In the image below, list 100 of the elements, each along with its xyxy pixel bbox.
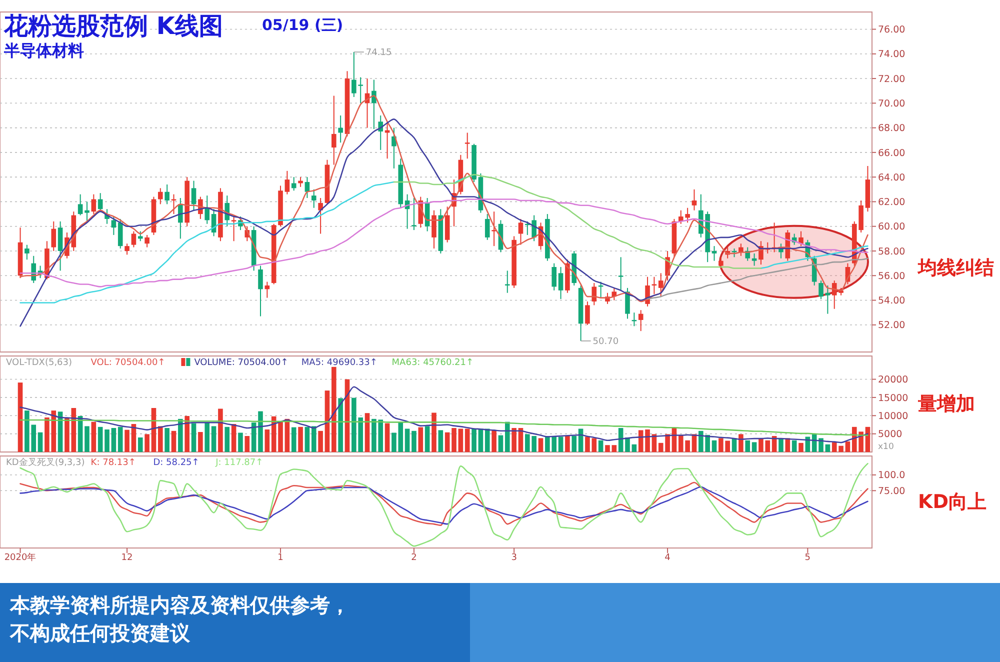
candlestick [752, 252, 757, 266]
x-tick-label: 2020年 [4, 552, 36, 563]
bar [605, 445, 610, 452]
legend-title: VOL-TDX(5,63) [6, 358, 72, 368]
candlestick [231, 216, 236, 242]
candlestick [164, 184, 170, 205]
bar [625, 437, 630, 452]
candlestick [712, 246, 717, 262]
x-tick-label: 12 [121, 553, 133, 563]
bar [224, 426, 230, 452]
bar [492, 430, 496, 452]
y-tick-label: 66.00 [878, 148, 906, 159]
candlestick [171, 194, 176, 215]
bar [118, 426, 123, 452]
bar [264, 429, 270, 452]
bar [404, 428, 410, 452]
bar [418, 427, 424, 452]
candlestick [818, 280, 824, 300]
y-tick-label: 54.00 [878, 296, 906, 307]
bar [251, 422, 256, 452]
candlestick [692, 188, 697, 211]
y-tick-label: 58.00 [878, 246, 906, 258]
candlestick [84, 201, 90, 222]
candlestick [432, 210, 436, 250]
candlestick [311, 188, 316, 208]
candlestick [638, 310, 644, 332]
bar [178, 418, 183, 452]
candlestick [412, 198, 416, 231]
candlestick [204, 195, 210, 224]
candlestick [618, 256, 624, 291]
bar [444, 432, 450, 452]
candlestick [51, 220, 56, 252]
text: 半导体材料 [3, 41, 84, 60]
y-tick-label: 56.00 [878, 270, 906, 282]
bar [158, 426, 163, 452]
y-tick-label: 75.00 [878, 486, 906, 497]
candlestick [392, 127, 396, 169]
bar [138, 437, 143, 452]
bar [464, 428, 470, 452]
y-tick-label: 70.00 [878, 98, 906, 110]
candlestick [78, 194, 83, 216]
annotation: 74.15 [366, 48, 392, 58]
chart-title: 花粉选股范例 K线图 [3, 12, 223, 40]
bar [98, 426, 103, 452]
bar [452, 428, 456, 452]
candlestick [504, 270, 510, 294]
bar [504, 422, 510, 452]
bar [745, 440, 750, 452]
bar [324, 390, 330, 452]
candlestick [652, 276, 657, 295]
bar [612, 445, 617, 452]
bar [171, 430, 176, 452]
annotation: VOL: 70504.00↑ [90, 358, 166, 368]
candlestick [585, 300, 590, 326]
candlestick [718, 256, 724, 269]
bar [825, 444, 830, 452]
candlestick [318, 198, 323, 234]
bar [111, 428, 116, 452]
bar [191, 423, 196, 452]
bar [91, 422, 96, 452]
text: x10 [878, 442, 894, 452]
candlestick [131, 230, 136, 248]
candlestick [558, 266, 564, 300]
bar [184, 416, 190, 452]
bar [752, 442, 757, 452]
candlestick [58, 220, 63, 272]
candlestick [178, 198, 183, 240]
x-tick-label: 3 [511, 553, 517, 563]
candlestick [291, 176, 296, 192]
candlestick [124, 243, 130, 256]
candlestick [625, 287, 630, 320]
y-tick-label: 20000 [878, 374, 908, 386]
bar [412, 430, 416, 452]
bar [438, 430, 444, 452]
bar [792, 440, 797, 452]
bar [572, 436, 577, 452]
bar [484, 428, 490, 452]
x-tick-label: 5 [804, 553, 811, 563]
bar [258, 411, 263, 452]
bar [164, 428, 170, 452]
bar [598, 440, 604, 452]
candlestick [138, 230, 143, 242]
bar [338, 398, 343, 452]
bar [198, 432, 203, 452]
legend-title: KD金叉死叉(9,3,3) [6, 457, 85, 468]
text: KD向上 [918, 491, 986, 513]
bar [64, 417, 70, 452]
bar [845, 441, 850, 452]
candlestick [658, 272, 664, 298]
text: K: 78.13↑ [90, 458, 136, 468]
candlestick [592, 282, 597, 306]
y-tick-label: 74.00 [878, 49, 906, 60]
bar [458, 428, 464, 452]
bar [124, 430, 130, 452]
candlestick [492, 211, 496, 247]
candlestick [331, 95, 336, 166]
bar [298, 426, 303, 452]
bar [384, 423, 390, 452]
annotation: 05/19 (三) [262, 16, 344, 34]
bar [364, 413, 370, 452]
